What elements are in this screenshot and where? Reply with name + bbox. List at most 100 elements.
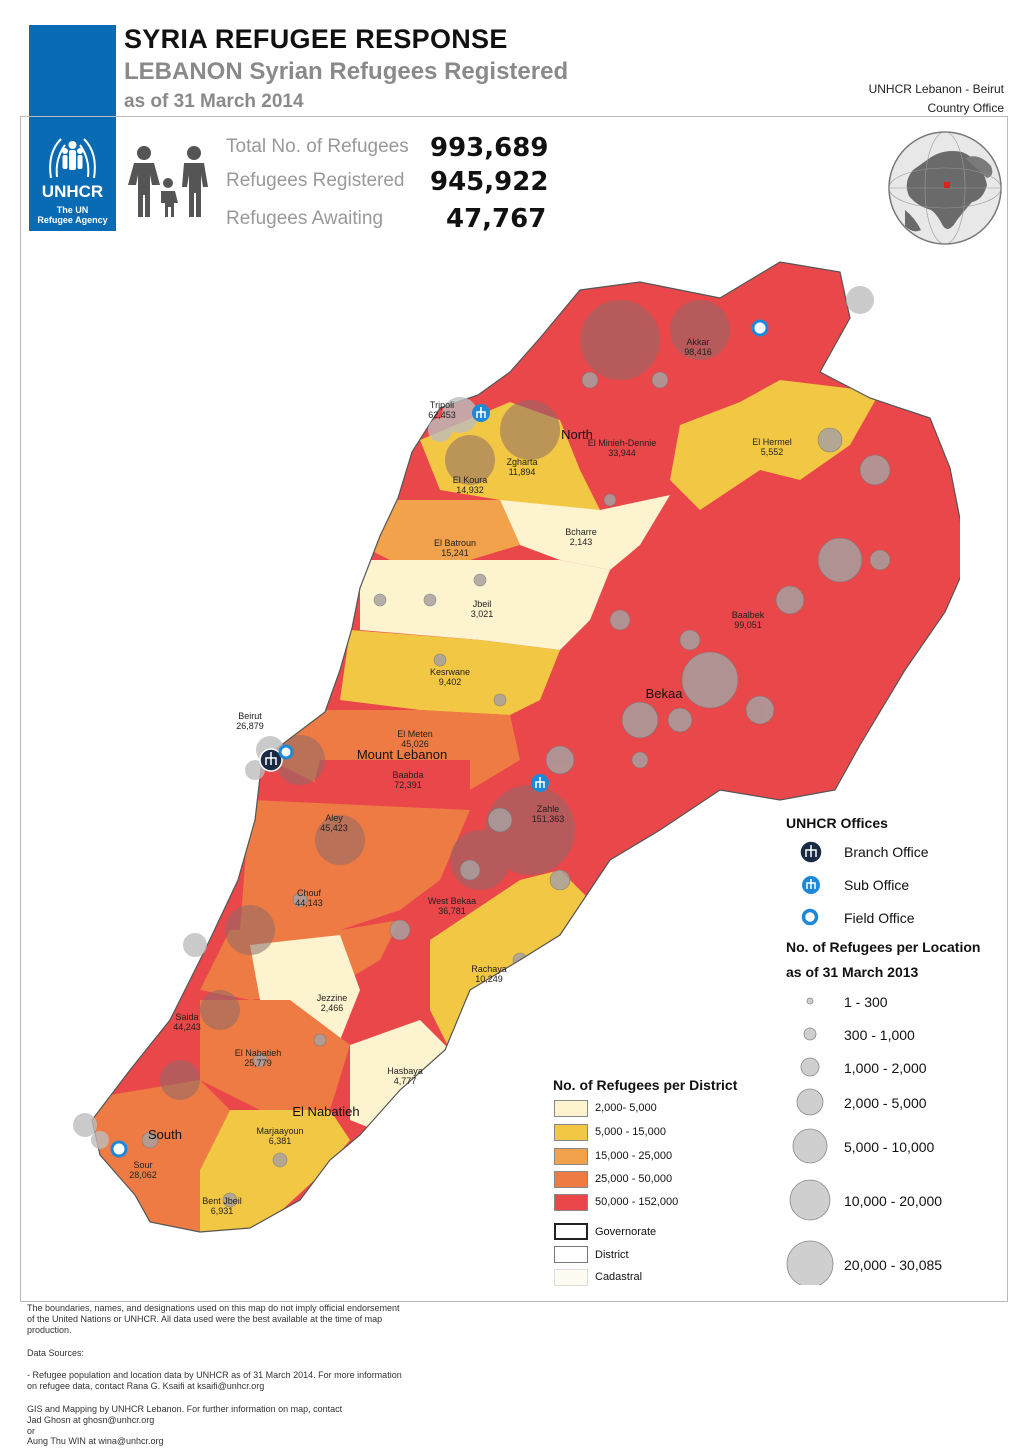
district-bcharre [500,495,670,570]
stat-awaiting-value: 47,767 [446,204,547,234]
district-legend-title: No. of Refugees per District [553,1077,738,1093]
district-jbeil [360,560,610,650]
district-value: 99,051 [734,620,762,630]
district-label-sour: Sour 28,062 [129,1160,157,1180]
district-label-akkar: Akkar 98,416 [684,337,712,357]
district-value: 14,932 [456,485,484,495]
page-title: SYRIA REFUGEE RESPONSE [124,24,508,54]
district-label-meten: El Meten 45,026 [397,729,433,749]
district-label-jezzine: Jezzine 2,466 [317,993,348,1013]
district-name: Jbeil [472,599,492,609]
legend-size-6: 10,000 - 20,000 [844,1193,943,1209]
legend-class-1: 2,000- 5,000 [595,1102,657,1114]
district-label-aley: Aley 45,423 [320,813,348,833]
legend-field-office: Field Office [844,910,915,926]
district-value: 2,466 [320,1003,344,1013]
district-name: El Hermel [752,437,792,447]
sub-office-marker-tripoli [472,404,490,422]
district-value: 3,021 [470,609,494,619]
city-name: Beirut [238,711,262,721]
gov-label-el-nabatieh: El Nabatieh [292,1104,360,1119]
district-name: Baabda [392,770,424,780]
district-name: Zgharta [506,457,538,467]
legend-sub-office: Sub Office [844,877,910,893]
gov-label-mount-lebanon: Mount Lebanon [356,747,448,762]
swatch-cadastral [554,1269,588,1286]
district-name: Zahle [536,804,560,814]
source-line1: - Refugee population and location data b… [27,1370,402,1380]
swatch-class-2 [554,1124,588,1141]
disclaimer-line2: of the United Nations or UNHCR. All data… [27,1314,383,1324]
district-label-chouf: Chouf 44,143 [295,888,323,908]
gis-line1: GIS and Mapping by UNHCR Lebanon. For fu… [27,1404,343,1414]
district-value: 28,062 [129,1170,157,1180]
office-label: UNHCR Lebanon - Beirut Country Office [869,80,1004,118]
district-name: Jezzine [316,993,348,1003]
district-name: Rachaya [471,964,507,974]
legend-class-4: 25,000 - 50,000 [595,1173,673,1185]
source-line2: on refugee data, contact Rana G. Ksaifi … [27,1381,265,1391]
district-label-baalbek: Baalbek 99,051 [732,610,765,630]
district-label-bent-jbeil: Bent Jbeil 6,931 [202,1196,242,1216]
district-label-bcharre: Bcharre 2,143 [565,527,597,547]
district-label-koura: El Koura 14,932 [453,475,488,495]
swatch-class-1 [554,1100,588,1117]
district-label-baabda: Baabda 72,391 [392,770,423,790]
district-name: El Meten [397,729,433,739]
district-label-nabatieh: El Nabatieh 25,779 [235,1048,282,1068]
size-symbol-4 [796,1088,824,1116]
district-name: Saida [175,1012,199,1022]
district-value: 2,143 [569,537,593,547]
city-value: 26,879 [236,721,264,731]
location-legend-title: No. of Refugees per Location [786,939,981,955]
page-date: as of 31 March 2014 [124,91,304,112]
gov-label-south: South [148,1127,182,1142]
branch-office-marker-beirut [259,748,283,772]
district-name: El Batroun [433,538,477,548]
district-value: 4,777 [393,1076,417,1086]
swatch-district [554,1246,588,1263]
legend-district: District [595,1249,629,1261]
disclaimer-line3: production. [27,1325,72,1335]
gov-label-bekaa: Bekaa [645,686,683,701]
page-subtitle: LEBANON Syrian Refugees Registered [124,58,569,85]
branch-office-icon [799,840,823,864]
district-label-saida: Saida 44,243 [173,1012,201,1032]
district-name: Hasbaya [387,1066,423,1076]
district-value: 151,363 [531,814,565,824]
district-label-hasbaya: Hasbaya 4,777 [387,1066,423,1086]
legend-size-7: 20,000 - 30,085 [844,1257,943,1273]
district-value: 6,931 [210,1206,234,1216]
legend-class-2: 5,000 - 15,000 [595,1126,666,1138]
size-symbol-6 [789,1179,831,1221]
sub-office-icon [802,876,820,894]
district-name: Aley [325,813,343,823]
sources-title: Data Sources: [27,1348,85,1358]
district-value: 25,779 [244,1058,272,1068]
district-label-jbeil: Jbeil 3,021 [471,599,494,619]
legend-governorate: Governorate [595,1226,657,1238]
size-symbol-7 [786,1240,834,1285]
logo-tagline-line2: Refugee Agency [37,215,108,225]
district-el-nabatieh [200,1000,350,1110]
swatch-class-3 [554,1148,588,1165]
district-name: Bcharre [565,527,597,537]
legend-class-5: 50,000 - 152,000 [595,1196,679,1208]
globe-locator-map [888,131,1002,245]
size-symbol-5 [792,1128,828,1164]
legend-branch-office: Branch Office [844,844,929,860]
district-value: 45,026 [401,739,429,749]
size-symbol-3 [800,1057,820,1077]
unhcr-emblem-icon [49,138,96,179]
swatch-class-5 [554,1194,588,1211]
district-value: 36,781 [438,906,466,916]
logo-tagline: The UN Refugee Agency [29,205,116,225]
field-office-marker-beirut [278,744,294,760]
field-office-icon [801,908,819,926]
gis-line2: Jad Ghosn at ghosn@unhcr.org [27,1415,155,1425]
city-name: Tripoli [429,400,455,410]
district-value: 15,241 [441,548,469,558]
stat-registered-label: Refugees Registered [226,170,405,191]
sub-office-marker-zahle [531,774,549,792]
district-value: 33,944 [608,448,636,458]
